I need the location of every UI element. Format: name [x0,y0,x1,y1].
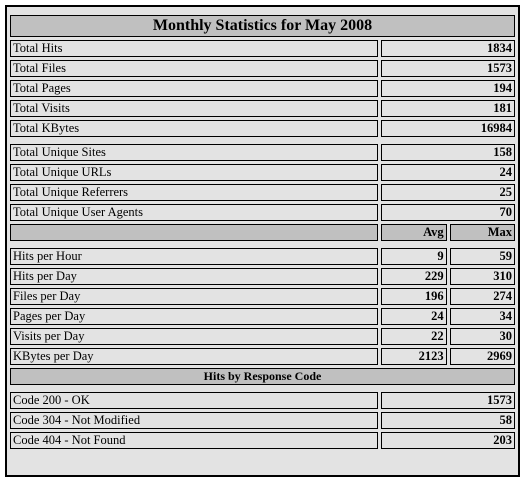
section-divider [10,140,515,141]
row-label: Code 200 - OK [10,392,379,409]
row-label: Pages per Day [10,308,379,325]
max-value: 274 [449,288,515,305]
table-row: Total Visits 181 [10,100,515,117]
row-value: 181 [381,100,515,117]
row-label: Total Hits [10,40,379,57]
table-row: Total KBytes 16984 [10,120,515,137]
response-code-section-title: Hits by Response Code [10,368,515,385]
max-value: 34 [449,308,515,325]
page-title: Monthly Statistics for May 2008 [10,15,515,37]
title-row: Monthly Statistics for May 2008 [10,15,515,37]
row-label: Code 304 - Not Modified [10,412,379,429]
row-label: Total Unique URLs [10,164,379,181]
row-label: Hits per Hour [10,248,379,265]
row-value: 203 [381,432,515,449]
row-label: Total Visits [10,100,379,117]
row-value: 16984 [381,120,515,137]
avg-value: 24 [381,308,447,325]
table-row: Files per Day 196 274 [10,288,515,305]
max-value: 59 [449,248,515,265]
rates-header-row: Avg Max [10,224,515,241]
avg-value: 196 [381,288,447,305]
row-label: Visits per Day [10,328,379,345]
row-label: Total KBytes [10,120,379,137]
row-value: 1573 [381,392,515,409]
table-row: Hits per Day 229 310 [10,268,515,285]
row-label: KBytes per Day [10,348,379,365]
table-row: Total Pages 194 [10,80,515,97]
max-value: 310 [449,268,515,285]
row-value: 70 [381,204,515,221]
table-row: Visits per Day 22 30 [10,328,515,345]
avg-value: 229 [381,268,447,285]
avg-value: 22 [381,328,447,345]
row-value: 58 [381,412,515,429]
table-row: Total Unique User Agents 70 [10,204,515,221]
section-divider [10,244,515,245]
row-value: 158 [381,144,515,161]
row-value: 25 [381,184,515,201]
row-value: 194 [381,80,515,97]
row-value: 1834 [381,40,515,57]
table-row: Total Unique Referrers 25 [10,184,515,201]
avg-value: 2123 [381,348,447,365]
table-row: Total Hits 1834 [10,40,515,57]
row-value: 1573 [381,60,515,77]
row-label: Total Unique User Agents [10,204,379,221]
section-divider [10,388,515,389]
row-label: Total Unique Sites [10,144,379,161]
row-label: Code 404 - Not Found [10,432,379,449]
row-label: Total Files [10,60,379,77]
row-label: Total Unique Referrers [10,184,379,201]
table-row: Total Files 1573 [10,60,515,77]
table-row: Total Unique Sites 158 [10,144,515,161]
monthly-statistics-panel: Monthly Statistics for May 2008 Total Hi… [5,5,520,477]
avg-value: 9 [381,248,447,265]
table-row: KBytes per Day 2123 2969 [10,348,515,365]
row-label: Hits per Day [10,268,379,285]
rates-header-blank [10,224,379,241]
table-row: Hits per Hour 9 59 [10,248,515,265]
avg-column-header: Avg [381,224,447,241]
table-row: Code 404 - Not Found 203 [10,432,515,449]
max-value: 30 [449,328,515,345]
row-value: 24 [381,164,515,181]
table-row: Code 200 - OK 1573 [10,392,515,409]
response-section-row: Hits by Response Code [10,368,515,385]
max-value: 2969 [449,348,515,365]
row-label: Total Pages [10,80,379,97]
table-row: Pages per Day 24 34 [10,308,515,325]
table-row: Code 304 - Not Modified 58 [10,412,515,429]
row-label: Files per Day [10,288,379,305]
monthly-statistics-table: Monthly Statistics for May 2008 Total Hi… [7,12,518,452]
table-row: Total Unique URLs 24 [10,164,515,181]
max-column-header: Max [449,224,515,241]
